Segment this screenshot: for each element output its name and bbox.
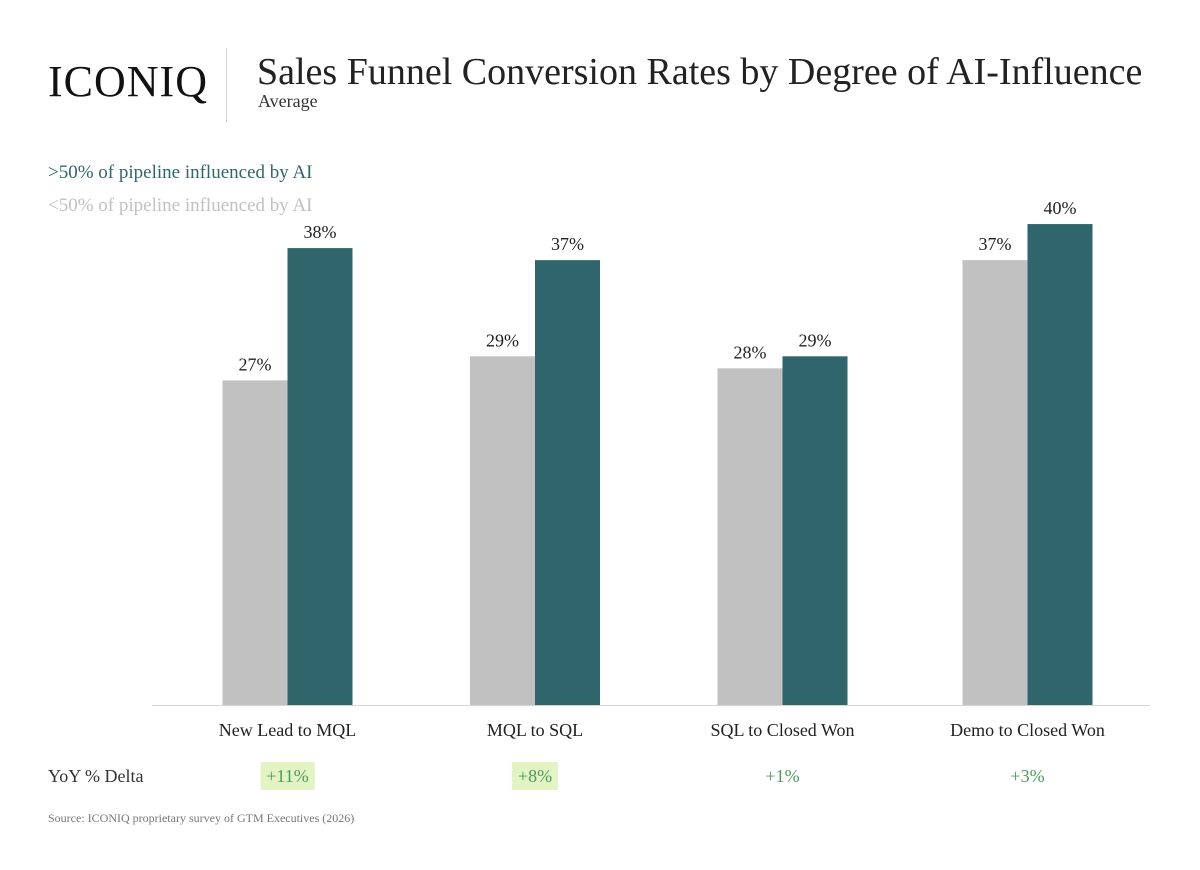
category-label-3: Demo to Closed Won [950, 720, 1105, 740]
category-label-0: New Lead to MQL [219, 720, 356, 740]
bar-chart: 27% 38% New Lead to MQL 29% 37% MQL to SQL 28%… [152, 198, 1150, 740]
data-label-low-ai-1: 29% [486, 330, 519, 350]
data-label-low-ai-2: 28% [734, 342, 767, 362]
legend-entry-low-ai: <50% of pipeline influenced by AI [48, 195, 313, 216]
header-divider [226, 48, 227, 122]
yoy-delta-value-2: +1% [765, 766, 800, 786]
source-note: Source: ICONIQ proprietary survey of GTM… [48, 811, 355, 825]
chart-legend: >50% of pipeline influenced by AI <50% o… [48, 156, 313, 222]
data-label-high-ai-3: 40% [1044, 198, 1077, 218]
yoy-delta-value-0: +11% [260, 762, 315, 790]
data-label-high-ai-0: 38% [304, 222, 337, 242]
brand-logo: ICONIQ [48, 57, 208, 106]
bar-high-ai-1 [535, 260, 600, 705]
bar-high-ai-3 [1027, 224, 1093, 706]
data-label-high-ai-2: 29% [799, 330, 832, 350]
data-label-low-ai-0: 27% [239, 354, 272, 374]
data-label-high-ai-1: 37% [551, 234, 584, 254]
yoy-delta-label: YoY % Delta [48, 766, 144, 786]
bar-low-ai-2 [717, 368, 783, 705]
yoy-delta-value-3: +3% [1010, 766, 1045, 786]
bar-low-ai-3 [962, 260, 1028, 705]
bar-low-ai-0 [222, 380, 288, 705]
category-label-2: SQL to Closed Won [710, 720, 854, 740]
category-label-1: MQL to SQL [487, 720, 583, 740]
data-label-low-ai-3: 37% [979, 234, 1012, 254]
bar-high-ai-2 [782, 356, 848, 705]
chart-title: Sales Funnel Conversion Rates by Degree … [257, 51, 1143, 93]
chart-subtitle: Average [258, 91, 318, 111]
yoy-delta-value-1: +8% [511, 762, 559, 790]
bar-low-ai-1 [470, 356, 535, 705]
legend-entry-high-ai: >50% of pipeline influenced by AI [48, 162, 313, 183]
bar-high-ai-0 [287, 248, 353, 705]
